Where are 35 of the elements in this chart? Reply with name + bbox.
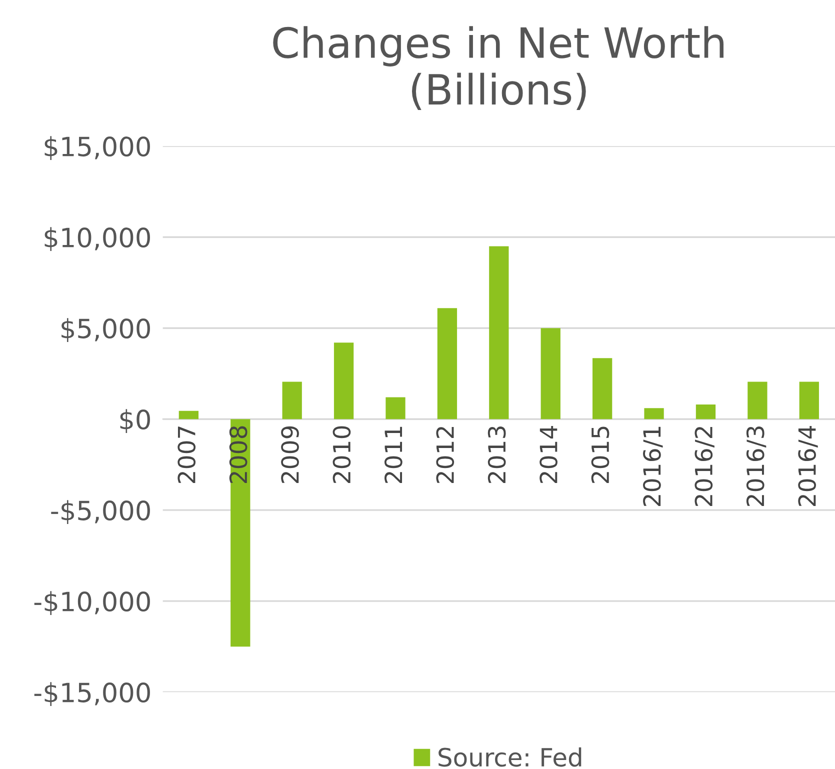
x-tick-label: 2007: [178, 426, 196, 484]
y-tick-label: $0: [120, 409, 150, 434]
x-tick-label: 2012: [436, 427, 454, 484]
bar: [799, 382, 819, 420]
x-tick-label: 2015: [591, 426, 610, 484]
y-tick-label: -$5,000: [51, 500, 150, 524]
bar: [386, 397, 406, 420]
bar: [282, 382, 302, 420]
bar: [696, 404, 716, 420]
bar: [230, 419, 250, 647]
bar: [178, 410, 198, 420]
bar: [437, 308, 458, 420]
y-tick-label: -$10,000: [34, 591, 150, 616]
x-tick-label: 2010: [332, 426, 351, 484]
x-tick-label: 2009: [281, 426, 299, 484]
chart-title: Changes in Net Worth (Billions): [273, 26, 724, 110]
y-tick-label: $10,000: [44, 227, 150, 252]
x-tick-label: 2008: [229, 426, 248, 484]
bar: [644, 408, 664, 420]
bar: [748, 382, 768, 420]
bar: [540, 328, 560, 420]
y-tick-label: $15,000: [44, 136, 150, 160]
y-tick-label: -$15,000: [34, 682, 150, 706]
bar: [592, 358, 612, 420]
bar: [489, 246, 509, 420]
bar: [334, 342, 354, 420]
x-tick-label: 2011: [384, 426, 402, 484]
x-tick-label: 2016/3: [746, 426, 766, 506]
legend-label: Source: Fed: [438, 747, 582, 767]
x-tick-label: 2013: [488, 426, 506, 484]
x-tick-label: 2016/2: [694, 427, 714, 506]
x-tick-label: 2016/4: [798, 426, 818, 506]
x-tick-label: 2016/1: [643, 426, 663, 506]
y-tick-label: $5,000: [62, 318, 150, 342]
x-tick-label: 2014: [540, 426, 558, 484]
